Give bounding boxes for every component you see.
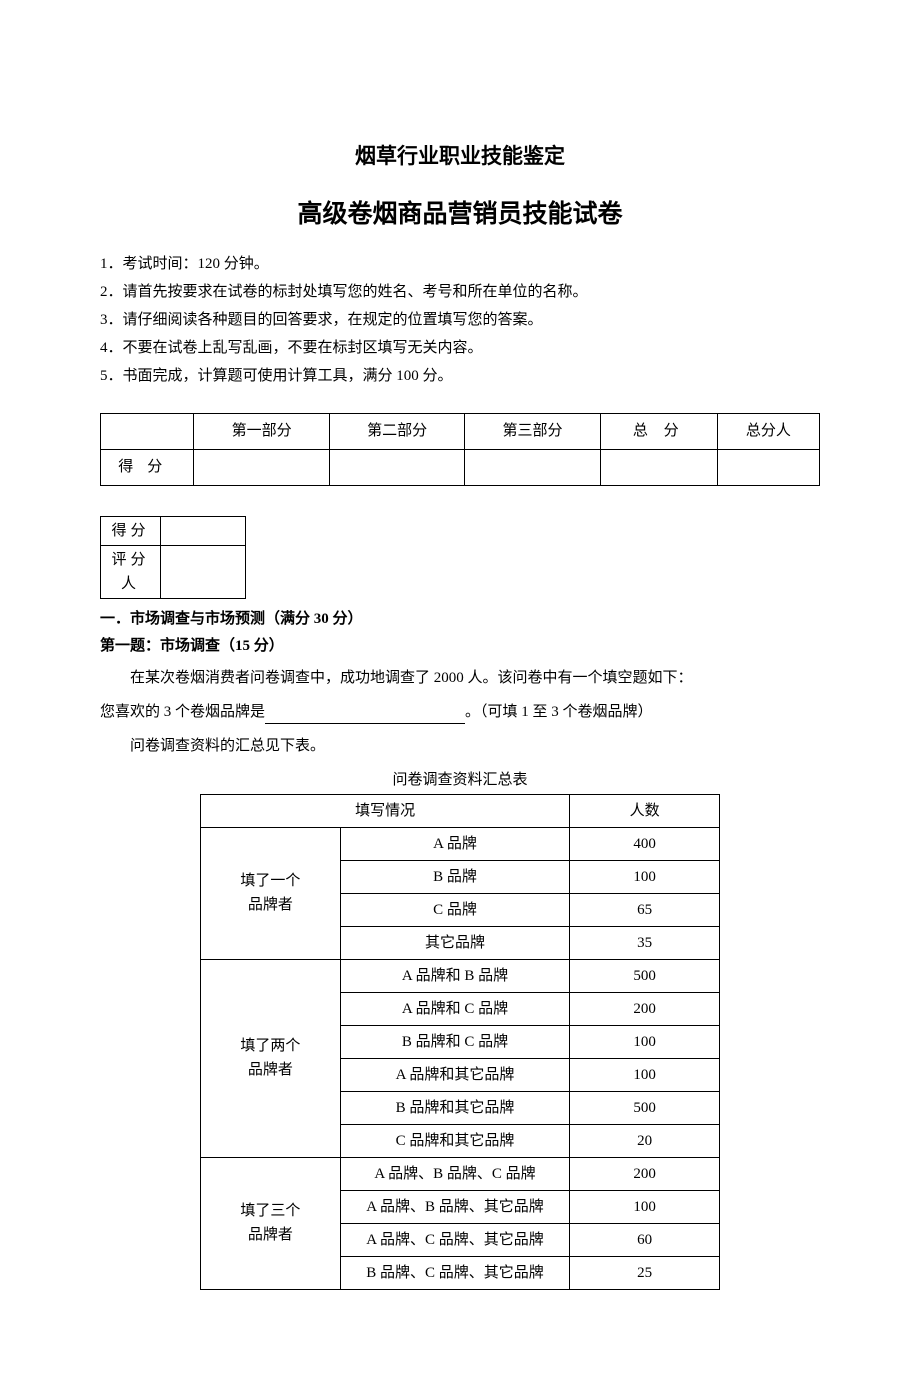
instruction-line: 5．书面完成，计算题可使用计算工具，满分 100 分。 xyxy=(100,364,820,388)
table-caption: 问卷调查资料汇总表 xyxy=(100,768,820,792)
score-cell-scorer xyxy=(717,449,819,485)
small-scorer-value xyxy=(161,545,246,598)
data-header-situation: 填写情况 xyxy=(201,794,570,827)
paragraph-3: 问卷调查资料的汇总见下表。 xyxy=(100,734,820,758)
data-cell-desc: 其它品牌 xyxy=(340,926,570,959)
data-cell-count: 65 xyxy=(570,893,720,926)
data-header-count: 人数 xyxy=(570,794,720,827)
instruction-line: 3．请仔细阅读各种题目的回答要求，在规定的位置填写您的答案。 xyxy=(100,308,820,332)
instructions-block: 1．考试时间：120 分钟。 2．请首先按要求在试卷的标封处填写您的姓名、考号和… xyxy=(100,252,820,388)
data-table: 填写情况 人数 填了一个品牌者 A 品牌 400 B 品牌 100 C 品牌 6… xyxy=(200,794,720,1290)
data-cell-count: 35 xyxy=(570,926,720,959)
main-title: 烟草行业职业技能鉴定 xyxy=(100,140,820,174)
sub-title: 高级卷烟商品营销员技能试卷 xyxy=(100,194,820,234)
data-cell-count: 20 xyxy=(570,1124,720,1157)
data-cell-desc: A 品牌和其它品牌 xyxy=(340,1058,570,1091)
data-cell-count: 200 xyxy=(570,1157,720,1190)
data-cell-desc: C 品牌 xyxy=(340,893,570,926)
small-score-label: 得分 xyxy=(101,516,161,545)
group-2-label: 填了两个品牌者 xyxy=(201,959,341,1157)
data-cell-count: 100 xyxy=(570,1058,720,1091)
group-3-label: 填了三个品牌者 xyxy=(201,1157,341,1289)
score-cell-part1 xyxy=(194,449,329,485)
score-cell-part3 xyxy=(465,449,600,485)
small-score-table: 得分 评分人 xyxy=(100,516,246,599)
score-header-part2: 第二部分 xyxy=(329,413,464,449)
data-cell-count: 200 xyxy=(570,992,720,1025)
score-header-part1: 第一部分 xyxy=(194,413,329,449)
data-cell-count: 100 xyxy=(570,860,720,893)
data-cell-desc: B 品牌和 C 品牌 xyxy=(340,1025,570,1058)
para2-suffix: 。（可填 1 至 3 个卷烟品牌） xyxy=(465,704,653,720)
data-cell-count: 500 xyxy=(570,1091,720,1124)
data-cell-desc: A 品牌、B 品牌、C 品牌 xyxy=(340,1157,570,1190)
group-1-label: 填了一个品牌者 xyxy=(201,827,341,959)
data-cell-desc: A 品牌 xyxy=(340,827,570,860)
data-cell-count: 100 xyxy=(570,1190,720,1223)
question-heading: 第一题：市场调查（15 分） xyxy=(100,634,820,658)
data-cell-count: 60 xyxy=(570,1223,720,1256)
score-cell-total xyxy=(600,449,717,485)
data-cell-count: 100 xyxy=(570,1025,720,1058)
small-scorer-label: 评分人 xyxy=(101,545,161,598)
score-header-empty xyxy=(101,413,194,449)
data-cell-desc: B 品牌和其它品牌 xyxy=(340,1091,570,1124)
section-heading: 一．市场调查与市场预测（满分 30 分） xyxy=(100,607,820,631)
data-cell-desc: A 品牌、B 品牌、其它品牌 xyxy=(340,1190,570,1223)
instruction-line: 4．不要在试卷上乱写乱画，不要在标封区填写无关内容。 xyxy=(100,336,820,360)
score-header-total: 总 分 xyxy=(600,413,717,449)
score-header-part3: 第三部分 xyxy=(465,413,600,449)
score-cell-part2 xyxy=(329,449,464,485)
data-cell-desc: B 品牌、C 品牌、其它品牌 xyxy=(340,1256,570,1289)
paragraph-2: 您喜欢的 3 个卷烟品牌是 。（可填 1 至 3 个卷烟品牌） xyxy=(100,700,820,724)
data-cell-desc: C 品牌和其它品牌 xyxy=(340,1124,570,1157)
data-cell-count: 400 xyxy=(570,827,720,860)
data-cell-desc: B 品牌 xyxy=(340,860,570,893)
data-cell-desc: A 品牌和 B 品牌 xyxy=(340,959,570,992)
data-cell-count: 25 xyxy=(570,1256,720,1289)
instruction-line: 2．请首先按要求在试卷的标封处填写您的姓名、考号和所在单位的名称。 xyxy=(100,280,820,304)
data-cell-desc: A 品牌、C 品牌、其它品牌 xyxy=(340,1223,570,1256)
fill-blank xyxy=(265,708,465,724)
score-row-label: 得分 xyxy=(101,449,194,485)
data-cell-desc: A 品牌和 C 品牌 xyxy=(340,992,570,1025)
paragraph-1: 在某次卷烟消费者问卷调查中，成功地调查了 2000 人。该问卷中有一个填空题如下… xyxy=(100,666,820,690)
score-table: 第一部分 第二部分 第三部分 总 分 总分人 得分 xyxy=(100,413,820,486)
score-header-scorer: 总分人 xyxy=(717,413,819,449)
instruction-line: 1．考试时间：120 分钟。 xyxy=(100,252,820,276)
para2-prefix: 您喜欢的 3 个卷烟品牌是 xyxy=(100,704,265,720)
data-cell-count: 500 xyxy=(570,959,720,992)
small-score-value xyxy=(161,516,246,545)
